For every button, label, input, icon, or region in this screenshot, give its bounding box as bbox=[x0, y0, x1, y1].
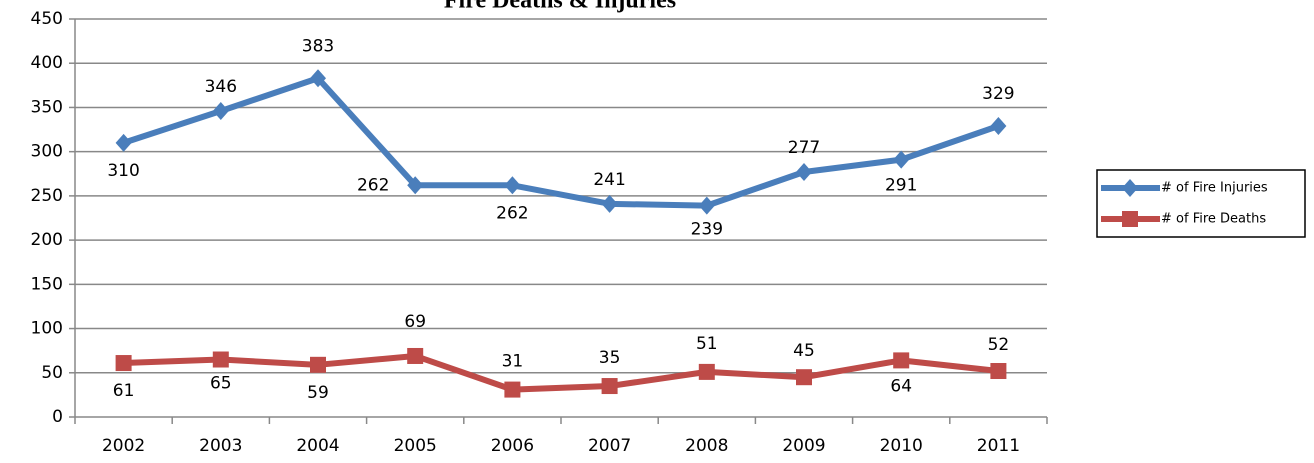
data-label: 383 bbox=[302, 36, 334, 56]
x-tick-label: 2005 bbox=[394, 436, 437, 456]
data-label: 52 bbox=[988, 335, 1010, 355]
x-tick-label: 2004 bbox=[296, 436, 339, 456]
data-label: 262 bbox=[496, 203, 528, 223]
data-point bbox=[601, 194, 618, 213]
data-label: 59 bbox=[307, 383, 329, 403]
series-line bbox=[123, 352, 999, 393]
x-tick-label: 2009 bbox=[782, 436, 825, 456]
y-tick-label: 150 bbox=[31, 274, 63, 294]
data-label: 45 bbox=[793, 341, 815, 361]
chart-title: Fire Deaths & Injuries bbox=[444, 0, 676, 14]
data-label: 65 bbox=[210, 374, 232, 394]
data-label: 239 bbox=[691, 220, 723, 240]
y-tick-label: 250 bbox=[31, 186, 63, 206]
data-point bbox=[698, 363, 715, 380]
y-tick-label: 50 bbox=[41, 363, 63, 383]
y-tick-label: 0 bbox=[52, 407, 63, 427]
data-point bbox=[990, 117, 1007, 136]
legend-label: # of Fire Deaths bbox=[1161, 212, 1266, 227]
data-point bbox=[601, 378, 618, 395]
x-tick-label: 2011 bbox=[977, 436, 1020, 456]
data-point bbox=[115, 133, 132, 152]
y-tick-label: 350 bbox=[31, 97, 63, 117]
data-point bbox=[310, 356, 326, 373]
data-label: 329 bbox=[982, 84, 1014, 104]
data-point bbox=[796, 369, 812, 386]
y-tick-label: 100 bbox=[31, 319, 63, 339]
data-point bbox=[504, 176, 521, 195]
y-tick-label: 450 bbox=[31, 9, 63, 29]
data-label: 346 bbox=[205, 77, 237, 97]
data-label: 61 bbox=[113, 381, 135, 401]
legend-marker bbox=[1122, 211, 1138, 227]
data-label: 51 bbox=[696, 334, 718, 354]
y-tick-label: 400 bbox=[31, 53, 63, 73]
x-tick-label: 2006 bbox=[491, 436, 534, 456]
data-label: 69 bbox=[404, 312, 426, 332]
data-point bbox=[407, 347, 424, 364]
data-label: 35 bbox=[599, 348, 621, 368]
data-point bbox=[698, 196, 715, 215]
y-tick-label: 200 bbox=[31, 230, 63, 250]
data-label: 291 bbox=[885, 176, 917, 196]
data-label: 241 bbox=[593, 170, 625, 190]
data-label: 262 bbox=[357, 175, 389, 195]
data-point bbox=[893, 150, 910, 169]
x-tick-label: 2002 bbox=[102, 436, 145, 456]
data-label: 31 bbox=[502, 352, 524, 372]
data-label: 277 bbox=[788, 138, 820, 158]
data-point bbox=[212, 101, 229, 120]
legend-label: # of Fire Injuries bbox=[1161, 181, 1268, 196]
data-label: 310 bbox=[107, 161, 139, 181]
data-point bbox=[212, 351, 229, 368]
data-point bbox=[407, 176, 424, 195]
x-tick-label: 2003 bbox=[199, 436, 242, 456]
data-point bbox=[504, 381, 521, 398]
data-point bbox=[893, 352, 910, 369]
series-line bbox=[122, 75, 1000, 209]
data-point bbox=[990, 363, 1007, 380]
x-tick-label: 2008 bbox=[685, 436, 728, 456]
data-point bbox=[310, 69, 326, 88]
legend-marker bbox=[1122, 179, 1138, 197]
data-label: 64 bbox=[890, 376, 912, 396]
y-tick-label: 300 bbox=[31, 142, 63, 162]
data-point bbox=[115, 355, 132, 372]
x-tick-label: 2010 bbox=[880, 436, 923, 456]
x-tick-label: 2007 bbox=[588, 436, 631, 456]
data-point bbox=[796, 163, 812, 182]
